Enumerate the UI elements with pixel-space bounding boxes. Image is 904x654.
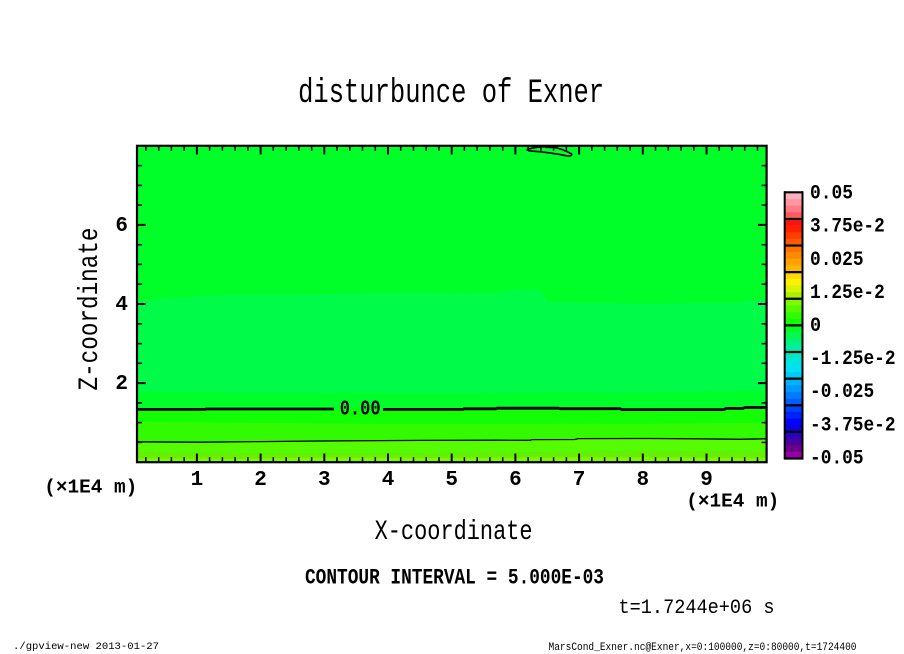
svg-text:2: 2 xyxy=(254,469,267,492)
svg-text:CONTOUR INTERVAL = 5.000E-03: CONTOUR INTERVAL = 5.000E-03 xyxy=(305,566,604,591)
svg-text:7: 7 xyxy=(573,469,586,492)
svg-text:-1.25e-2: -1.25e-2 xyxy=(810,348,896,371)
svg-text:1.25e-2: 1.25e-2 xyxy=(810,282,885,305)
svg-text:t=1.7244e+06 s: t=1.7244e+06 s xyxy=(619,597,775,620)
svg-text:0: 0 xyxy=(810,315,821,338)
svg-text:0.00: 0.00 xyxy=(340,398,381,421)
svg-text:0.05: 0.05 xyxy=(810,183,853,206)
svg-text:5: 5 xyxy=(445,469,458,492)
svg-text:X-coordinate: X-coordinate xyxy=(375,517,533,548)
svg-text:1: 1 xyxy=(191,469,204,492)
svg-text:-3.75e-2: -3.75e-2 xyxy=(810,414,896,437)
svg-text:(×1E4 m): (×1E4 m) xyxy=(686,490,779,512)
svg-text:Z-coordinate: Z-coordinate xyxy=(75,228,106,391)
svg-text:3.75e-2: 3.75e-2 xyxy=(810,216,885,239)
svg-text:0.025: 0.025 xyxy=(810,249,864,272)
svg-text:disturbunce of Exner: disturbunce of Exner xyxy=(298,75,604,113)
svg-text:4: 4 xyxy=(115,294,128,317)
svg-text:8: 8 xyxy=(636,469,649,492)
svg-text:-0.025: -0.025 xyxy=(810,381,874,404)
svg-text:9: 9 xyxy=(700,469,713,492)
svg-text:6: 6 xyxy=(509,469,522,492)
svg-text:3: 3 xyxy=(318,469,331,492)
svg-text:-0.05: -0.05 xyxy=(810,447,864,470)
svg-text:2: 2 xyxy=(115,373,128,396)
svg-text:MarsCond_Exner.nc@Exner,x=0:10: MarsCond_Exner.nc@Exner,x=0:100000,z=0:8… xyxy=(549,642,857,654)
svg-text:4: 4 xyxy=(382,469,395,492)
svg-text:6: 6 xyxy=(115,215,128,238)
svg-text:./gpview-new 2013-01-27: ./gpview-new 2013-01-27 xyxy=(13,641,159,653)
svg-text:(×1E4 m): (×1E4 m) xyxy=(44,476,137,498)
